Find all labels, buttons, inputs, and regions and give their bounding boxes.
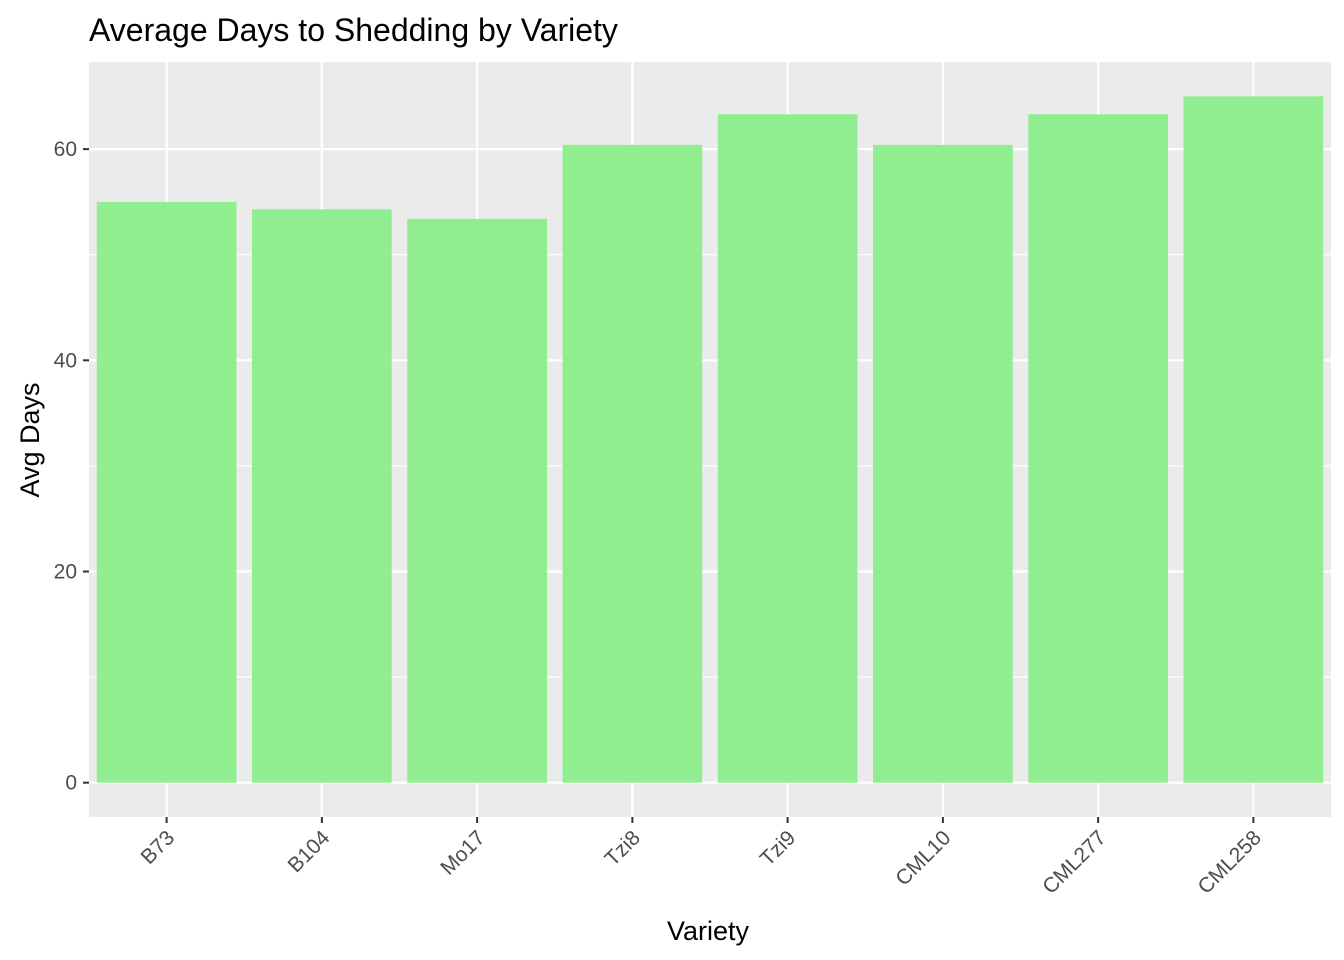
x-axis-title: Variety: [667, 916, 750, 946]
bar-cml277: [1028, 114, 1168, 783]
y-tick-label: 60: [54, 138, 77, 161]
x-tick-label: B104: [283, 826, 334, 877]
y-tick-label: 20: [54, 560, 77, 583]
y-axis-title: Avg Days: [15, 382, 45, 497]
x-tick-label: CML258: [1194, 826, 1266, 898]
bar-cml10: [873, 144, 1013, 783]
y-tick-label: 0: [65, 772, 77, 795]
x-tick-label: Tzi8: [601, 826, 645, 870]
bar-tzi9: [717, 114, 858, 783]
chart-title: Average Days to Shedding by Variety: [89, 12, 618, 48]
bar-b104: [252, 209, 392, 783]
bars: [96, 96, 1324, 783]
x-axis: B73 B104 Mo17 Tzi8 Tzi9 CML10 CML277 CML258: [136, 817, 1266, 899]
y-tick-label: 40: [54, 349, 77, 372]
bar-tzi8: [562, 144, 703, 783]
x-tick-label: Tzi9: [756, 826, 800, 870]
x-tick-label: Mo17: [436, 826, 489, 879]
y-axis: 0 20 40 60: [54, 138, 89, 795]
bar-cml258: [1183, 96, 1324, 783]
x-tick-label: B73: [136, 826, 179, 869]
x-tick-label: CML277: [1038, 826, 1110, 898]
bar-b73: [96, 201, 237, 783]
bar-mo17: [407, 218, 547, 783]
x-tick-label: CML10: [891, 826, 955, 890]
